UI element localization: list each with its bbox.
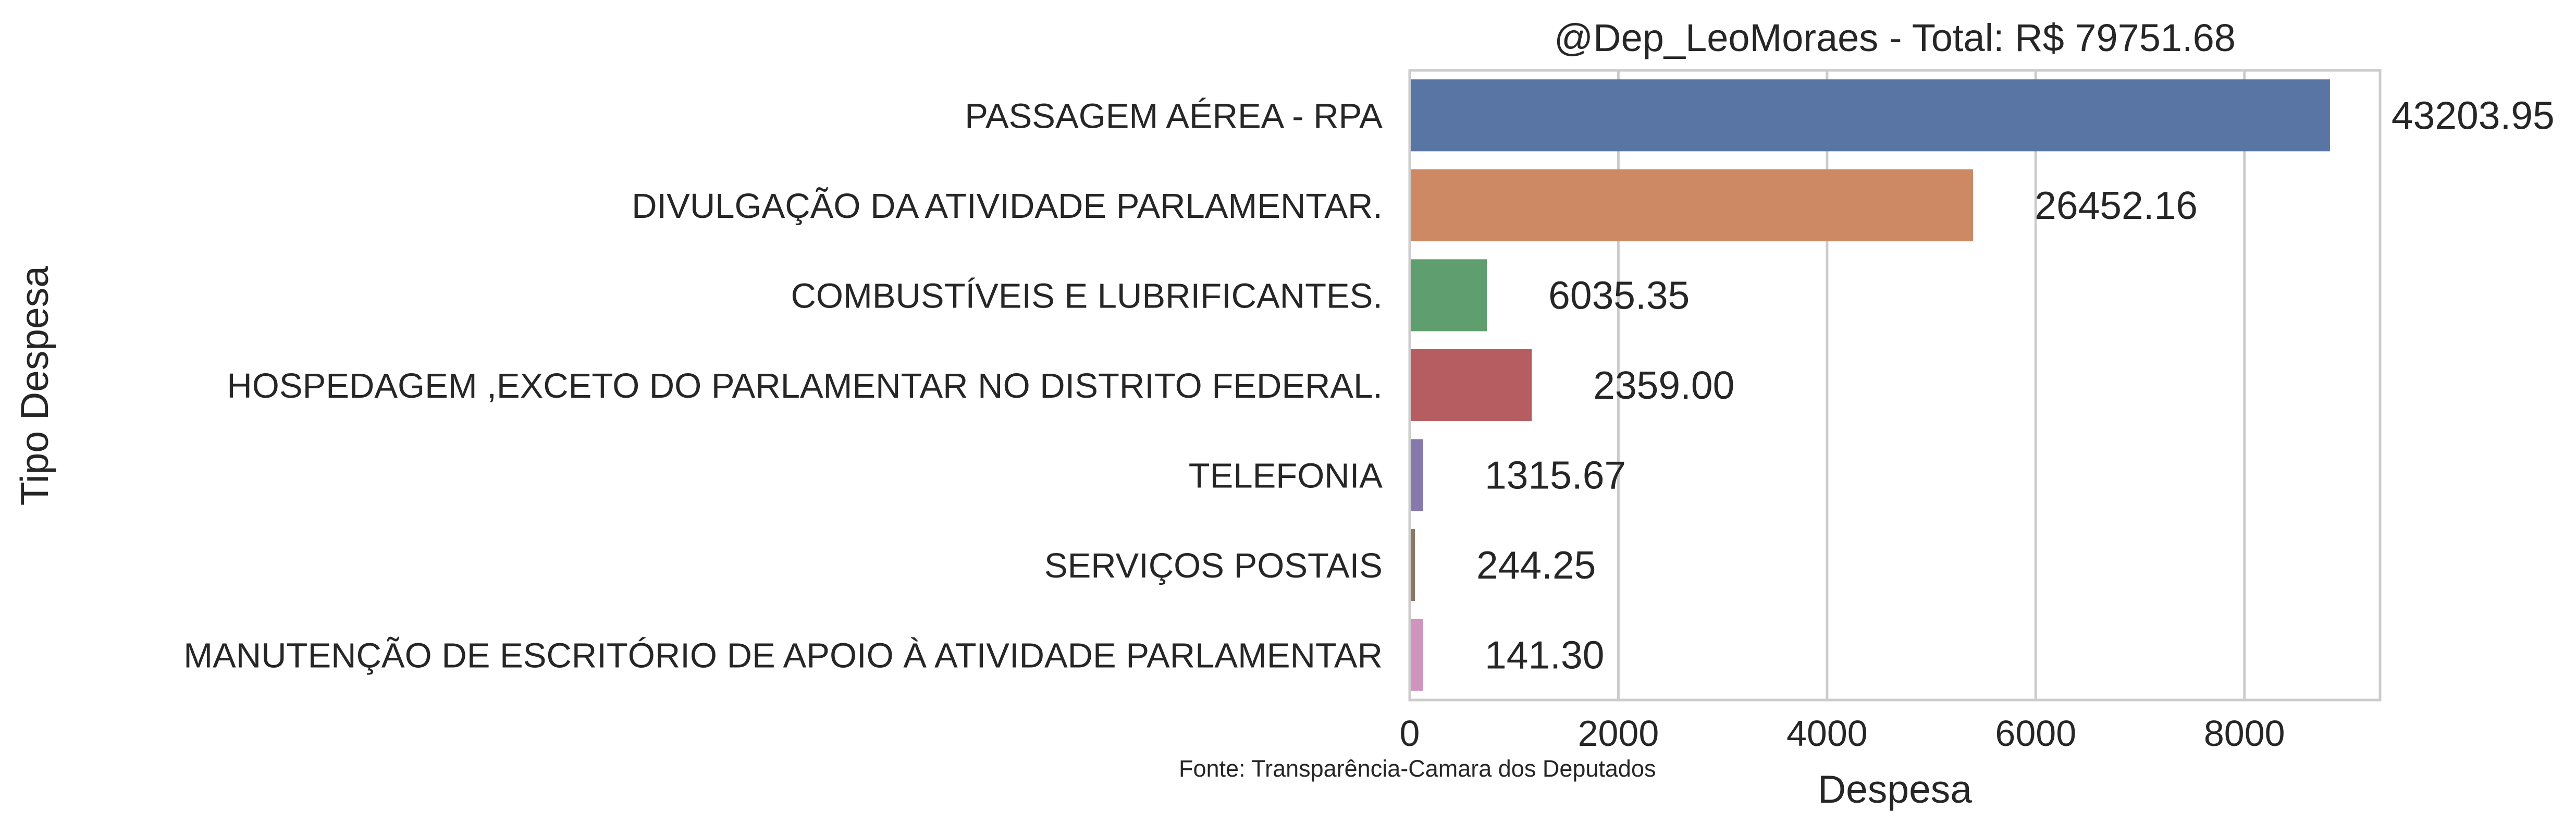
bar (1410, 619, 1424, 691)
chart-title: @Dep_LeoMoraes - Total: R$ 79751.68 (1554, 16, 2236, 59)
bars (1410, 79, 2330, 691)
plot-frame (1408, 69, 2382, 702)
y-axis-label: Tipo Despesa (13, 266, 56, 506)
bar (1410, 349, 1532, 422)
data-label: 6035.35 (1548, 273, 1690, 317)
grid-lines (1408, 70, 2246, 700)
data-label: 26452.16 (2035, 183, 2198, 227)
x-tick-label: 0 (1400, 713, 1420, 754)
x-tick-label: 8000 (2204, 713, 2285, 754)
y-tick-label: MANUTENÇÃO DE ESCRITÓRIO DE APOIO À ATIV… (183, 636, 1383, 676)
data-label: 43203.95 (2392, 93, 2555, 137)
y-tick-label: COMBUSTÍVEIS E LUBRIFICANTES. (791, 276, 1383, 315)
y-tick-label: HOSPEDAGEM ,EXCETO DO PARLAMENTAR NO DIS… (227, 366, 1383, 406)
data-label: 1315.67 (1485, 453, 1626, 497)
data-label: 244.25 (1476, 543, 1596, 587)
labels: 0 2000 4000 6000 8000 PASSAGEM AÉREA - RPA 432… (183, 93, 2554, 754)
bar (1410, 259, 1487, 331)
y-tick-label: PASSAGEM AÉREA - RPA (965, 96, 1383, 136)
x-tick-label: 6000 (1995, 713, 2076, 754)
y-tick-label: DIVULGAÇÃO DA ATIVIDADE PARLAMENTAR. (632, 187, 1383, 226)
y-tick-label: TELEFONIA (1189, 457, 1383, 496)
x-axis-label: Despesa (1818, 767, 1972, 811)
bar (1410, 79, 2330, 152)
y-tick-label: SERVIÇOS POSTAIS (1044, 546, 1383, 585)
bar (1410, 439, 1424, 511)
bar (1410, 169, 1974, 241)
bar (1410, 529, 1415, 601)
source-note: Fonte: Transparência-Camara dos Deputado… (1179, 755, 1656, 782)
x-tick-label: 2000 (1578, 713, 1659, 754)
data-label: 141.30 (1485, 633, 1604, 677)
data-label: 2359.00 (1593, 363, 1734, 407)
x-tick-label: 4000 (1786, 713, 1868, 754)
